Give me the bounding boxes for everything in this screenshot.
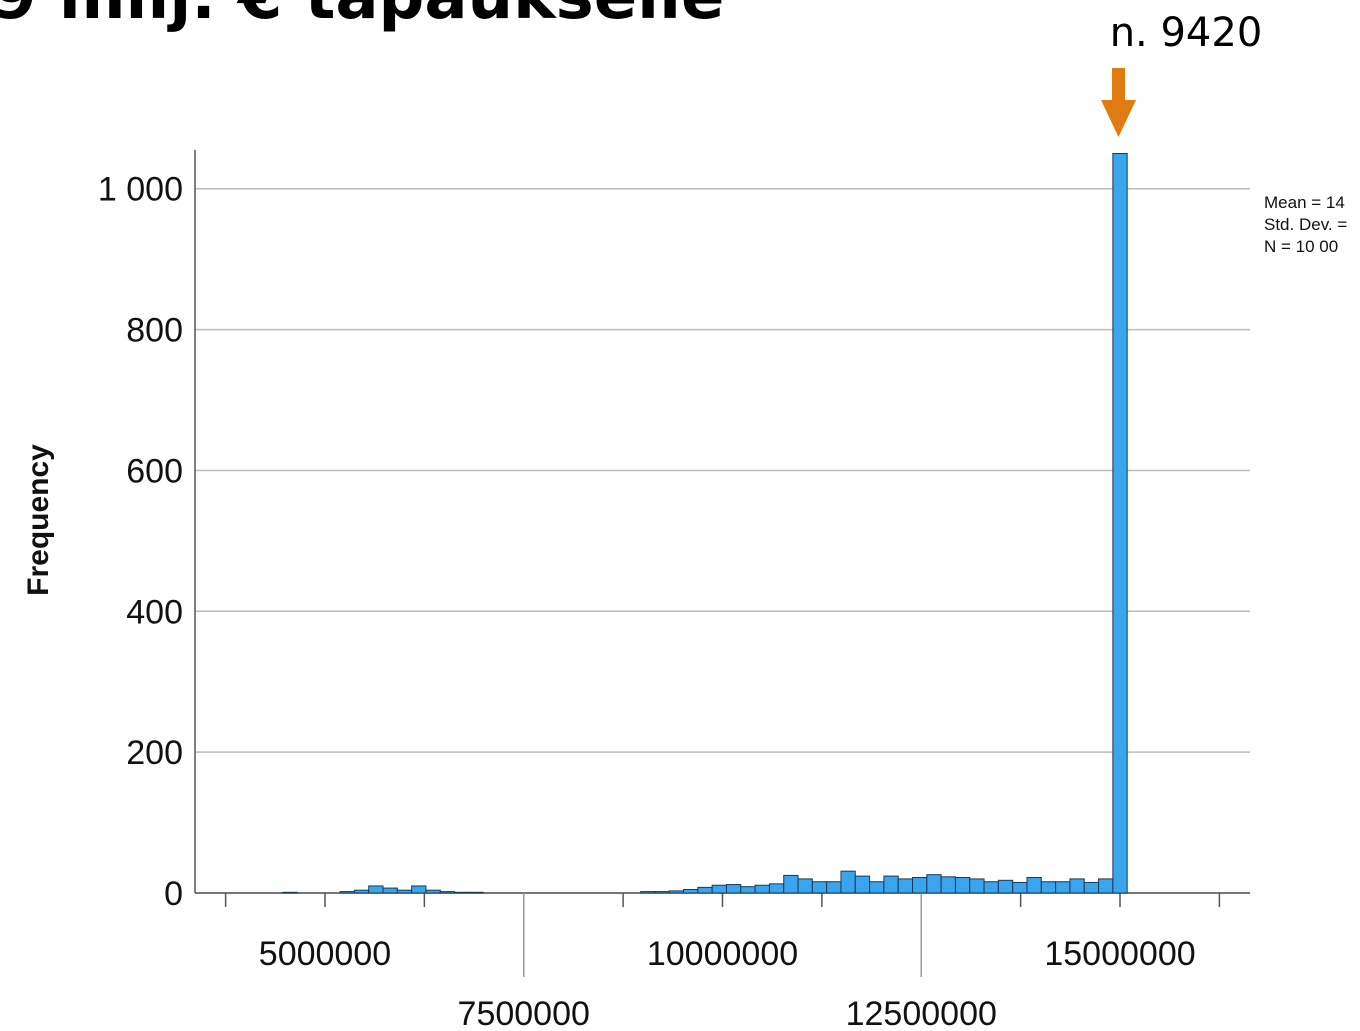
stat-line: N = 10 00 [1264, 237, 1338, 256]
bar [926, 874, 942, 894]
bar [425, 889, 441, 894]
x-tick-label: 10000000 [647, 935, 798, 973]
bar [668, 890, 685, 894]
bar [368, 885, 384, 894]
bar [783, 874, 799, 894]
bar [740, 886, 756, 894]
bar [840, 870, 856, 894]
bar [912, 877, 928, 894]
bar [1012, 881, 1028, 894]
bar [683, 888, 699, 894]
y-tick-label: 400 [126, 593, 183, 631]
bar [454, 891, 470, 894]
annotation: n. 9420 [1110, 10, 1263, 56]
bar [640, 891, 656, 894]
chart-title: 9 milj. € tapaukselle [0, 0, 724, 34]
bar [797, 878, 813, 894]
bar [725, 884, 742, 894]
x-tick-label: 7500000 [458, 995, 590, 1031]
bar [1026, 877, 1042, 894]
bar [1112, 153, 1128, 894]
bar [282, 891, 298, 894]
bar [954, 877, 971, 894]
bar [1069, 878, 1085, 894]
bar [339, 891, 355, 894]
bar [396, 889, 413, 894]
arrow [1101, 68, 1136, 137]
bar [654, 891, 670, 894]
bar [468, 891, 484, 894]
bar [1083, 881, 1100, 894]
bar [869, 881, 885, 894]
bar [1040, 881, 1057, 894]
stat-line: Std. Dev. = [1264, 215, 1347, 234]
bar [353, 889, 370, 894]
bar [997, 879, 1014, 894]
bar [940, 876, 956, 894]
bar [826, 881, 842, 894]
bar [768, 883, 785, 894]
bar [1098, 878, 1114, 894]
bar [1055, 881, 1071, 894]
y-tick-label: 800 [126, 312, 183, 350]
bar [411, 885, 427, 894]
y-axis-label: Frequency [22, 444, 55, 596]
x-tick-label: 15000000 [1044, 935, 1195, 973]
bar [754, 884, 770, 894]
bar [697, 886, 713, 894]
y-tick-label: 600 [126, 452, 183, 490]
bar [854, 875, 871, 894]
bar [883, 875, 899, 894]
bar [969, 878, 985, 894]
x-tick-label: 5000000 [259, 935, 391, 973]
bar [897, 878, 914, 894]
bar [811, 881, 828, 894]
bar [711, 884, 727, 894]
bar [382, 887, 398, 894]
y-tick-label: 0 [164, 875, 183, 913]
x-tick-label: 12500000 [846, 995, 997, 1031]
y-tick-label: 200 [126, 734, 183, 772]
y-tick-label: 1 000 [98, 171, 183, 209]
bar [983, 881, 999, 894]
stat-line: Mean = 14 [1264, 193, 1345, 212]
bar [439, 891, 456, 894]
